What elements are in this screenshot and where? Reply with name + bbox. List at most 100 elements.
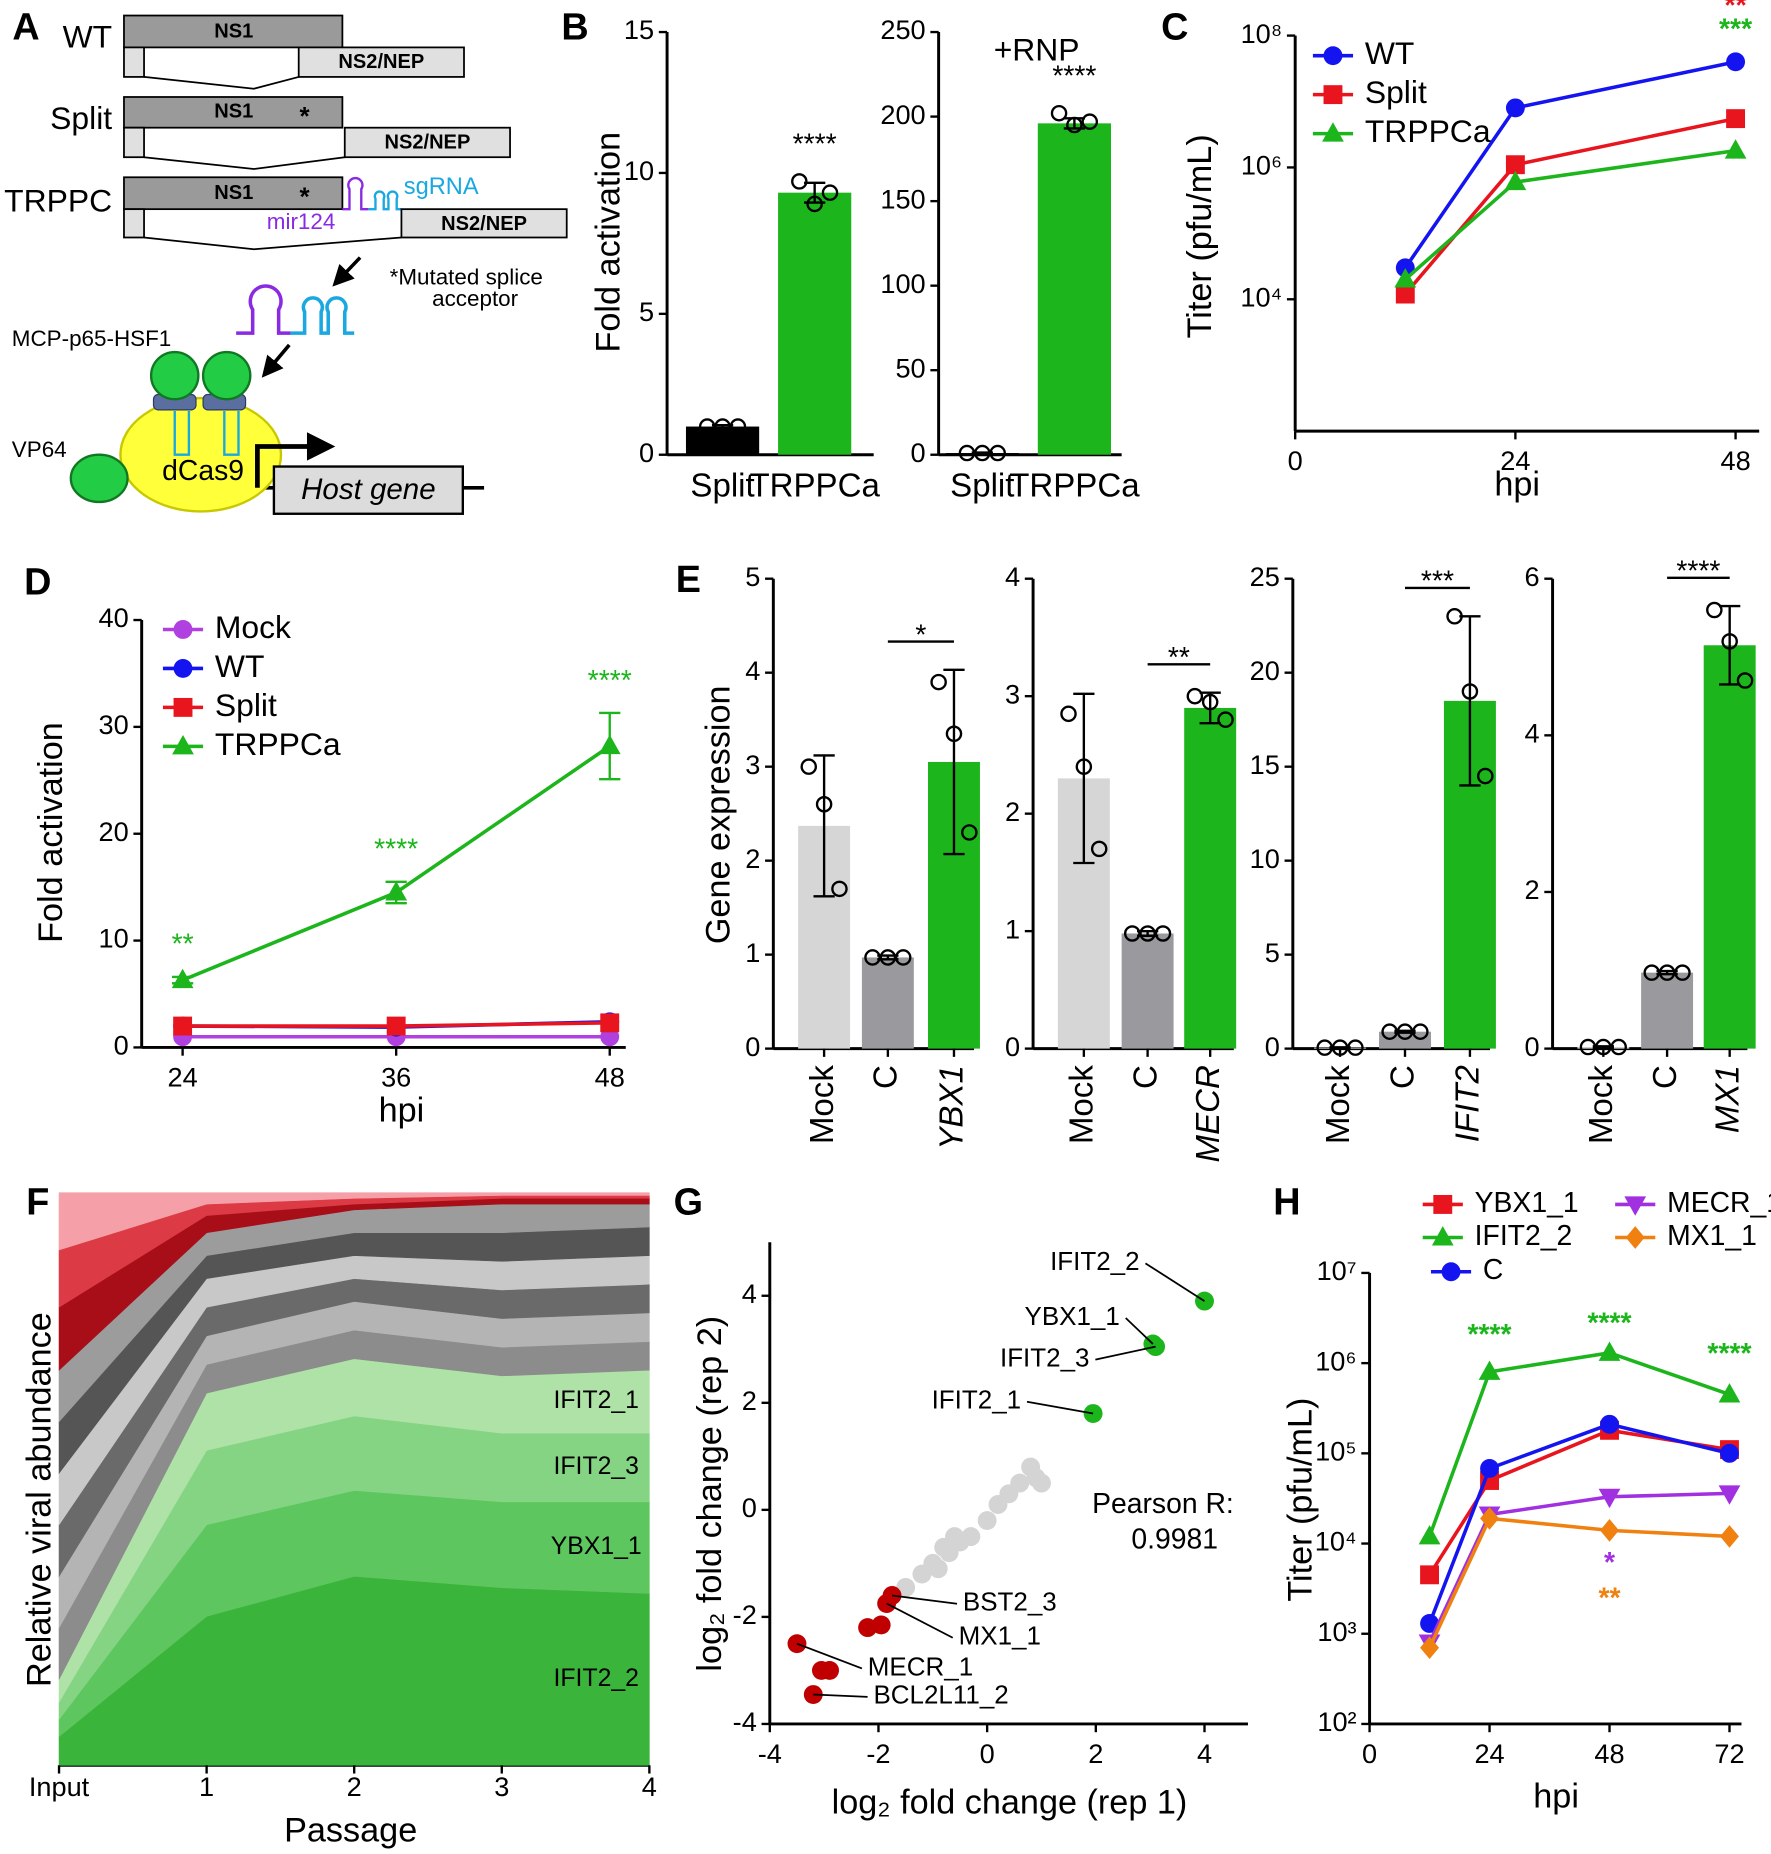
- data-point: [1154, 925, 1172, 942]
- leader-line: [886, 1602, 954, 1639]
- y-tick-label: 10⁶: [1315, 1345, 1356, 1376]
- legend-marker: [1431, 1226, 1454, 1246]
- legend-label: IFIT2_2: [1475, 1220, 1573, 1252]
- data-point: [961, 1527, 981, 1547]
- area-label: YBX1_1: [551, 1533, 642, 1560]
- bar: [1379, 1031, 1431, 1049]
- line: [1427, 1516, 1730, 1649]
- data-point: [928, 1559, 948, 1579]
- significance: **: [172, 929, 194, 961]
- y-tick-label: 0: [745, 1031, 760, 1062]
- x-tick-label: 4: [1197, 1738, 1212, 1769]
- marker: [1394, 268, 1417, 288]
- area-label: IFIT2_2: [554, 1665, 639, 1692]
- marker: [1395, 258, 1415, 278]
- significance: ****: [793, 128, 837, 160]
- legend-label: Split: [215, 687, 277, 723]
- exon-label: NS2/NEP: [441, 213, 527, 235]
- annotation: Pearson R:: [1092, 1488, 1234, 1520]
- y-tick-label: 10: [624, 155, 654, 186]
- mir-hairpin: [342, 176, 369, 211]
- y-tick-label: 25: [1250, 561, 1280, 592]
- panel-label: B: [561, 7, 588, 49]
- data-point: [831, 880, 848, 898]
- marker: [1718, 1485, 1741, 1505]
- legend-marker: [173, 620, 193, 639]
- chart-title: +RNP: [994, 32, 1080, 68]
- x-tick-label: Mock: [1064, 1065, 1101, 1144]
- x-axis-label: Passage: [284, 1812, 417, 1850]
- exon-label: NS1: [214, 182, 253, 204]
- y-tick-label: 10⁶: [1241, 150, 1282, 181]
- row-label: WT: [63, 19, 113, 55]
- panel-label: E: [676, 559, 701, 601]
- legend-marker: [172, 735, 194, 755]
- marker: [173, 1016, 193, 1036]
- exon-label: NS1: [214, 101, 253, 123]
- error-bar: [1073, 692, 1095, 865]
- protein-label: MCP-p65-HSF1: [12, 326, 171, 351]
- x-tick-label: 0: [1362, 1738, 1377, 1769]
- x-tick-label: C: [868, 1065, 905, 1089]
- legend-marker: [1322, 122, 1344, 142]
- exon-label: NS2/NEP: [384, 131, 470, 153]
- y-tick-label: 10²: [1317, 1706, 1356, 1737]
- data-point: [1736, 672, 1754, 689]
- marker: [1726, 52, 1746, 72]
- marker: [1504, 170, 1527, 191]
- panel-a: A WT NS1 NS2/NEP Split NS1 * NS2/NEP TRP…: [4, 7, 568, 515]
- y-tick-label: 2: [1005, 796, 1020, 827]
- bar: [778, 192, 852, 455]
- y-axis-label: Fold activation: [32, 722, 70, 943]
- row-label: Split: [50, 100, 112, 136]
- comparison-label: **: [1168, 642, 1190, 674]
- exon: [123, 96, 344, 129]
- legend-label: TRPPCa: [1365, 113, 1491, 149]
- marker: [386, 1016, 406, 1036]
- error-bar: [813, 754, 835, 898]
- x-tick-label: IFIT2: [1450, 1065, 1487, 1142]
- data-point: [1446, 608, 1463, 625]
- leader-line: [796, 1642, 863, 1670]
- legend-marker: [1323, 46, 1343, 66]
- data-point: [821, 184, 839, 201]
- dcas9-label: dCas9: [162, 455, 244, 487]
- data-point: [961, 824, 978, 841]
- data-point: [1010, 1473, 1030, 1493]
- y-tick-label: 2: [745, 843, 760, 874]
- x-tick-label: 4: [642, 1771, 657, 1802]
- marker: [1418, 1525, 1441, 1545]
- marker: [598, 734, 621, 755]
- data-point: [1706, 601, 1723, 619]
- bar: [1641, 972, 1694, 1049]
- legend-marker: [173, 697, 193, 717]
- x-tick-label: MX1: [1709, 1065, 1746, 1133]
- y-tick-label: 0: [911, 437, 926, 468]
- marker: [1600, 1519, 1619, 1542]
- marker: [1478, 1360, 1501, 1380]
- leader-line: [1144, 1262, 1205, 1302]
- data-point: [871, 1615, 891, 1635]
- y-tick-label: 150: [880, 183, 925, 214]
- marker: [1480, 1507, 1499, 1530]
- data-point: [1032, 1473, 1051, 1493]
- marker: [1718, 1383, 1741, 1403]
- data-point: [1721, 633, 1738, 650]
- point-label: IFIT2_3: [1000, 1342, 1089, 1372]
- x-axis-label: hpi: [379, 1091, 425, 1129]
- point-label: BCL2L11_2: [873, 1680, 1008, 1710]
- mutation-mark: *: [300, 181, 311, 211]
- data-point: [1066, 116, 1083, 134]
- data-point: [977, 1511, 997, 1531]
- x-axis-label: hpi: [1533, 1777, 1579, 1815]
- comparison-label: ****: [1676, 556, 1720, 588]
- legend-label: WT: [215, 648, 265, 684]
- line: [1427, 1422, 1730, 1625]
- y-tick-label: 0: [114, 1030, 129, 1061]
- marker: [1720, 1525, 1739, 1548]
- data-point: [815, 795, 833, 813]
- marker: [1420, 1614, 1440, 1633]
- point-label: IFIT2_2: [1050, 1246, 1139, 1276]
- legend-label: TRPPCa: [215, 726, 341, 762]
